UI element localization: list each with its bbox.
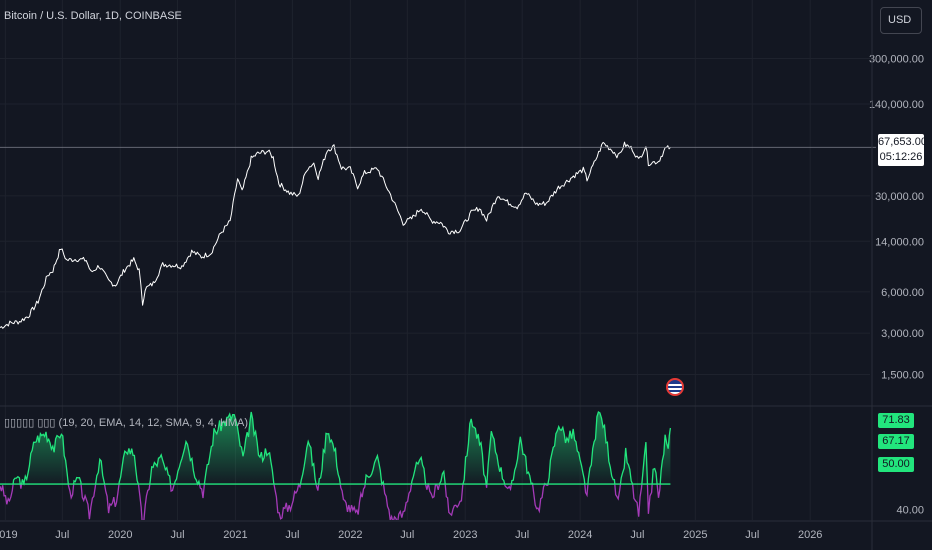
indicator-baseline-tag: 50.00 (878, 457, 914, 472)
time-axis-tick: 2020 (108, 529, 132, 541)
indicator-value-tag: 67.17 (878, 434, 914, 449)
last-price-value: 67,653.00 (878, 136, 927, 148)
price-axis-tick: 6,000.00 (881, 287, 924, 299)
indicator-value-tag: 71.83 (878, 413, 914, 428)
price-series-line (0, 141, 671, 329)
indicator-pane (0, 411, 672, 520)
indicator-line-above (12, 411, 672, 485)
time-axis-tick: 2024 (568, 529, 592, 541)
time-axis-tick: Jul (745, 529, 759, 541)
time-axis-tick: 2022 (338, 529, 362, 541)
indicator-title[interactable]: ▯▯▯▯▯ ▯▯▯ (19, 20, EMA, 14, 12, SMA, 9, … (4, 417, 249, 429)
symbol-title[interactable]: Bitcoin / U.S. Dollar, 1D, COINBASE (4, 10, 182, 22)
time-axis-tick: 2023 (453, 529, 477, 541)
time-axis-tick: Jul (55, 529, 69, 541)
time-axis-tick: Jul (630, 529, 644, 541)
price-axis-tick: 14,000.00 (875, 236, 924, 248)
grid-layer (0, 0, 870, 520)
time-axis-tick: Jul (515, 529, 529, 541)
price-axis-tick: 30,000.00 (875, 191, 924, 203)
price-axis-tick: 300,000.00 (869, 54, 924, 66)
time-axis-tick: Jul (170, 529, 184, 541)
time-axis-tick: 2026 (798, 529, 822, 541)
indicator-axis-tick: 40.00 (896, 505, 924, 517)
indicator-line-below (0, 484, 661, 520)
currency-button[interactable]: USD (880, 7, 922, 34)
time-axis-tick: 2025 (683, 529, 707, 541)
bar-countdown: 05:12:26 (879, 151, 923, 163)
time-axis-tick: 2019 (0, 529, 18, 541)
price-pane (0, 141, 876, 329)
last-price-tag: 67,653.00 05:12:26 (878, 134, 927, 166)
price-axis-tick: 3,000.00 (881, 328, 924, 340)
price-axis-tick: 140,000.00 (869, 99, 924, 111)
time-axis-tick: Jul (285, 529, 299, 541)
time-axis-tick: 2021 (223, 529, 247, 541)
us-flag-event-icon[interactable] (666, 378, 684, 396)
time-axis-tick: Jul (400, 529, 414, 541)
price-axis-tick: 1,500.00 (881, 370, 924, 382)
